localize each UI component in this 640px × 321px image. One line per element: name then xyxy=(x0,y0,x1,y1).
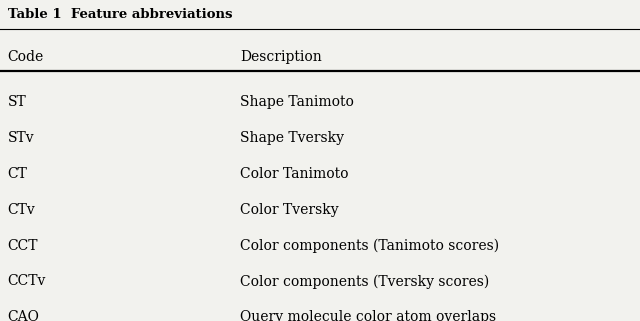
Text: CAO: CAO xyxy=(8,310,40,321)
Text: Shape Tversky: Shape Tversky xyxy=(240,131,344,145)
Text: Color components (Tversky scores): Color components (Tversky scores) xyxy=(240,274,489,289)
Text: CCTv: CCTv xyxy=(8,274,46,289)
Text: ST: ST xyxy=(8,95,26,109)
Text: Description: Description xyxy=(240,50,322,64)
Text: Code: Code xyxy=(8,50,44,64)
Text: CT: CT xyxy=(8,167,28,181)
Text: Color Tversky: Color Tversky xyxy=(240,203,339,217)
Text: Color components (Tanimoto scores): Color components (Tanimoto scores) xyxy=(240,239,499,253)
Text: Shape Tanimoto: Shape Tanimoto xyxy=(240,95,354,109)
Text: CTv: CTv xyxy=(8,203,35,217)
Text: CCT: CCT xyxy=(8,239,38,253)
Text: Color Tanimoto: Color Tanimoto xyxy=(240,167,349,181)
Text: STv: STv xyxy=(8,131,35,145)
Text: Table 1  Feature abbreviations: Table 1 Feature abbreviations xyxy=(8,8,232,21)
Text: Query molecule color atom overlaps: Query molecule color atom overlaps xyxy=(240,310,496,321)
